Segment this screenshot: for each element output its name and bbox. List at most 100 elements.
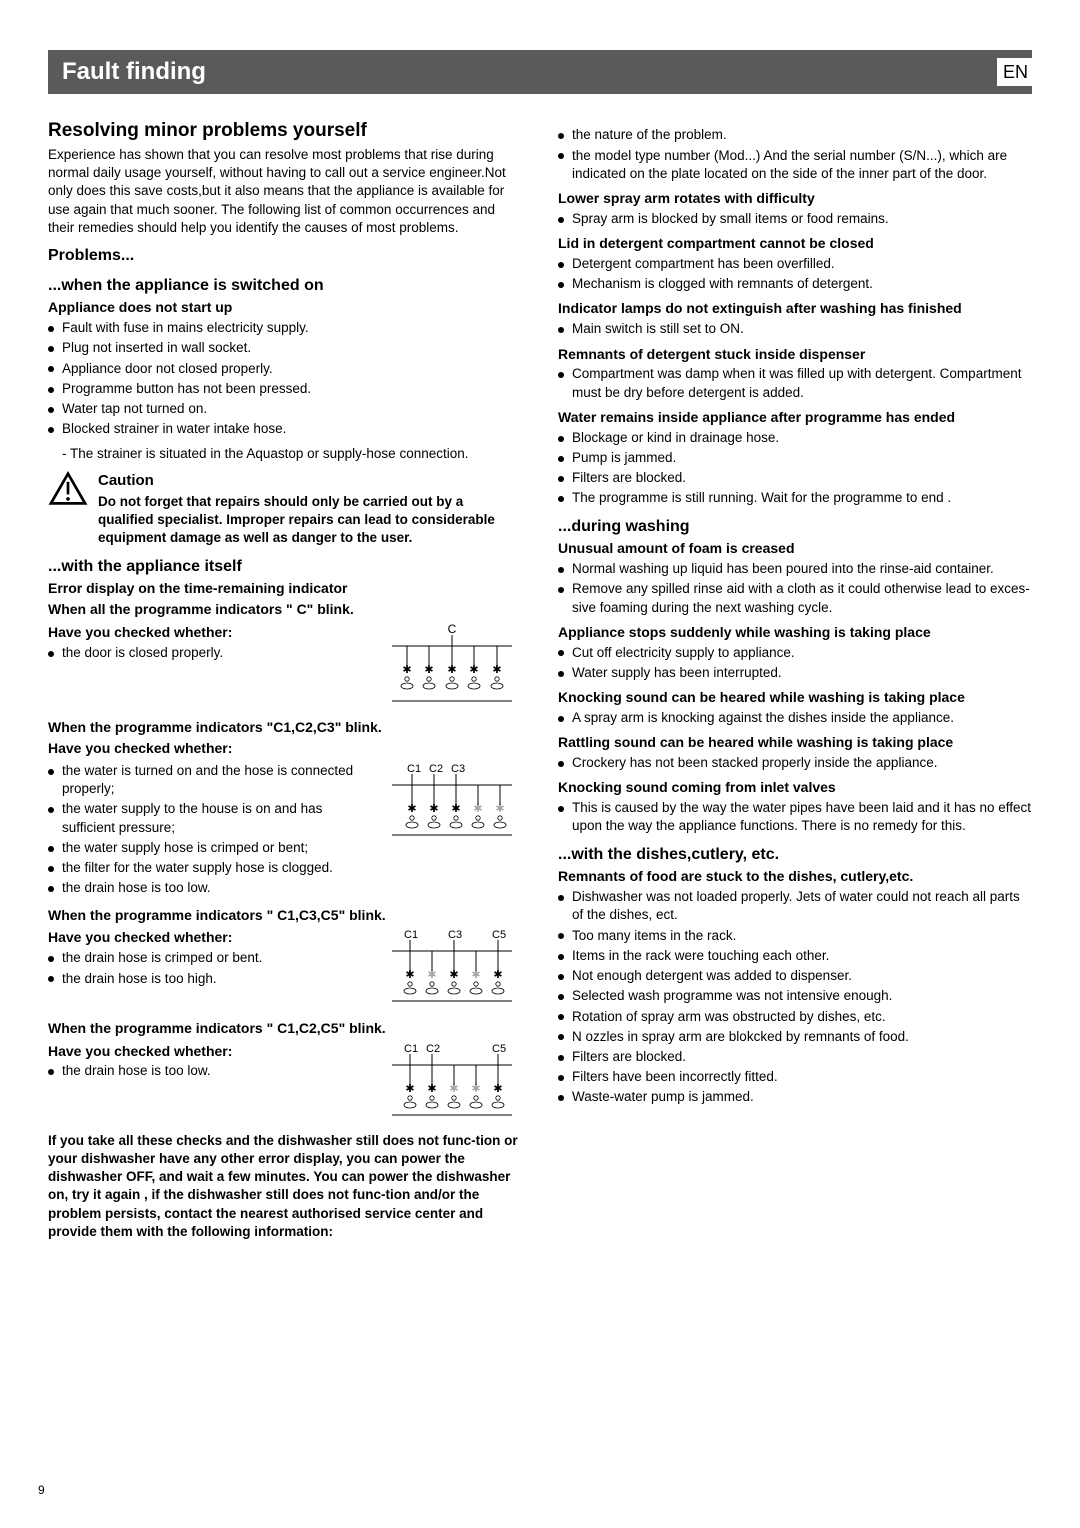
svg-text:C5: C5 — [492, 929, 506, 941]
row-c125: Have you checked whether: the drain hose… — [48, 1040, 522, 1130]
heading-c123: When the programme indicators "C1,C2,C3"… — [48, 718, 522, 737]
list-item: Blockage or kind in drainage hose. — [558, 429, 1032, 447]
caution-text: Caution Do not forget that repairs shoul… — [98, 471, 522, 548]
list-item: Water tap not turned on. — [48, 400, 522, 418]
heading-lamps: Indicator lamps do not extinguish after … — [558, 299, 1032, 318]
list-item: Dishwasher was not loaded properly. Jets… — [558, 888, 1032, 924]
svg-text:✱: ✱ — [447, 664, 456, 676]
indicator-diagram-c: C ✱✱✱✱✱ — [382, 621, 522, 716]
knock2-list: This is caused by the way the water pipe… — [558, 799, 1032, 835]
svg-text:C5: C5 — [492, 1043, 506, 1055]
list-item: the drain hose is crimped or bent. — [48, 949, 374, 967]
page-title: Fault finding — [62, 56, 206, 88]
list-item: the door is closed properly. — [48, 644, 374, 662]
list-item: Fault with fuse in mains electricity sup… — [48, 319, 522, 337]
svg-text:✱: ✱ — [493, 969, 502, 981]
svg-text:✱: ✱ — [407, 803, 416, 815]
row-c123: the water is turned on and the hose is c… — [48, 760, 522, 904]
indicator-diagram-c125: C1 C2 C5 ✱✱✱✱✱ — [382, 1040, 522, 1130]
heading-not-start: Appliance does not start up — [48, 298, 522, 317]
heading-problems: Problems... — [48, 245, 522, 267]
food-list: Dishwasher was not loaded properly. Jets… — [558, 888, 1032, 1106]
c125-list: the drain hose is too low. — [48, 1062, 374, 1080]
svg-text:✱: ✱ — [449, 969, 458, 981]
remnants-list: Compartment was damp when it was filled … — [558, 365, 1032, 401]
heading-during: ...during washing — [558, 516, 1032, 538]
heading-check: Have you checked whether: — [48, 928, 374, 947]
heading-foam: Unusual amount of foam is creased — [558, 539, 1032, 558]
list-item: Plug not inserted in wall socket. — [48, 339, 522, 357]
info-list: the nature of the problem. the model typ… — [558, 126, 1032, 183]
list-item: Too many items in the rack. — [558, 927, 1032, 945]
water-remains-list: Blockage or kind in drainage hose. Pump … — [558, 429, 1032, 508]
list-item: A spray arm is knocking against the dish… — [558, 709, 1032, 727]
lamps-list: Main switch is still set to ON. — [558, 320, 1032, 338]
list-item: Remove any spilled rinse aid with a clot… — [558, 580, 1032, 616]
svg-text:C3: C3 — [448, 929, 462, 941]
row-c135: Have you checked whether: the drain hose… — [48, 926, 522, 1016]
svg-text:C2: C2 — [429, 763, 443, 775]
heading-c135: When the programme indicators " C1,C3,C5… — [48, 906, 522, 925]
intro-text: Experience has shown that you can resolv… — [48, 146, 522, 237]
c135-list: the drain hose is crimped or bent. the d… — [48, 949, 374, 987]
svg-text:✱: ✱ — [405, 969, 414, 981]
svg-text:✱: ✱ — [471, 1083, 480, 1095]
svg-text:✱: ✱ — [424, 664, 433, 676]
list-item: Filters have been incorrectly fitted. — [558, 1068, 1032, 1086]
row-all-c: Have you checked whether: the door is cl… — [48, 621, 522, 716]
caution-box: Caution Do not forget that repairs shoul… — [48, 471, 522, 548]
heading-check: Have you checked whether: — [48, 1042, 374, 1061]
list-item: the drain hose is too high. — [48, 970, 374, 988]
list-item: Compartment was damp when it was filled … — [558, 365, 1032, 401]
list-item: Selected wash programme was not intensiv… — [558, 987, 1032, 1005]
heading-lid: Lid in detergent compartment cannot be c… — [558, 234, 1032, 253]
not-start-sub: - The strainer is situated in the Aquast… — [48, 445, 522, 463]
heading-check: Have you checked whether: — [48, 623, 374, 642]
final-note: If you take all these checks and the dis… — [48, 1132, 522, 1241]
svg-text:✱: ✱ — [492, 664, 501, 676]
list-item: Crockery has not been stacked properly i… — [558, 754, 1032, 772]
indicator-diagram-c135: C1 C3 C5 ✱✱✱✱✱ — [382, 926, 522, 1016]
lower-spray-list: Spray arm is blocked by small items or f… — [558, 210, 1032, 228]
list-item: This is caused by the way the water pipe… — [558, 799, 1032, 835]
foam-list: Normal washing up liquid has been poured… — [558, 560, 1032, 617]
heading-remnants: Remnants of detergent stuck inside dispe… — [558, 345, 1032, 364]
list-item: Appliance door not closed properly. — [48, 360, 522, 378]
stops-list: Cut off electricity supply to appliance.… — [558, 644, 1032, 682]
svg-text:✱: ✱ — [469, 664, 478, 676]
svg-text:✱: ✱ — [449, 1083, 458, 1095]
list-item: Main switch is still set to ON. — [558, 320, 1032, 338]
content-columns: Resolving minor problems yourself Experi… — [48, 108, 1032, 1247]
heading-water-remains: Water remains inside appliance after pro… — [558, 408, 1032, 427]
list-item: Detergent compartment has been overfille… — [558, 255, 1032, 273]
list-item: Cut off electricity supply to appliance. — [558, 644, 1032, 662]
lid-list: Detergent compartment has been overfille… — [558, 255, 1032, 293]
svg-text:✱: ✱ — [493, 1083, 502, 1095]
list-item: Water supply has been interrupted. — [558, 664, 1032, 682]
svg-text:✱: ✱ — [429, 803, 438, 815]
page-number: 9 — [38, 1482, 45, 1498]
heading-lower-spray: Lower spray arm rotates with difficulty — [558, 189, 1032, 208]
list-item: the nature of the problem. — [558, 126, 1032, 144]
svg-text:C1: C1 — [404, 1043, 418, 1055]
c123-list: the water is turned on and the hose is c… — [48, 762, 374, 898]
right-column: the nature of the problem. the model typ… — [558, 108, 1032, 1247]
heading-knock1: Knocking sound can be heared while washi… — [558, 688, 1032, 707]
list-item: N ozzles in spray arm are blokcked by re… — [558, 1028, 1032, 1046]
svg-text:✱: ✱ — [405, 1083, 414, 1095]
indicator-diagram-c123: C1 C2 C3 ✱✱✱✱✱ — [382, 760, 522, 850]
list-item: Waste-water pump is jammed. — [558, 1088, 1032, 1106]
rattle-list: Crockery has not been stacked properly i… — [558, 754, 1032, 772]
language-badge: EN — [997, 58, 1034, 86]
svg-text:✱: ✱ — [427, 1083, 436, 1095]
list-item: the drain hose is too low. — [48, 1062, 374, 1080]
heading-all-c: When all the programme indicators " C" b… — [48, 600, 522, 619]
left-column: Resolving minor problems yourself Experi… — [48, 108, 522, 1247]
heading-dishes: ...with the dishes,cutlery, etc. — [558, 844, 1032, 866]
list-item: the drain hose is too low. — [48, 879, 374, 897]
caution-title: Caution — [98, 471, 522, 491]
list-item: Pump is jammed. — [558, 449, 1032, 467]
list-item: the water supply to the house is on and … — [48, 800, 374, 836]
heading-itself: ...with the appliance itself — [48, 556, 522, 578]
warning-icon — [48, 471, 88, 548]
